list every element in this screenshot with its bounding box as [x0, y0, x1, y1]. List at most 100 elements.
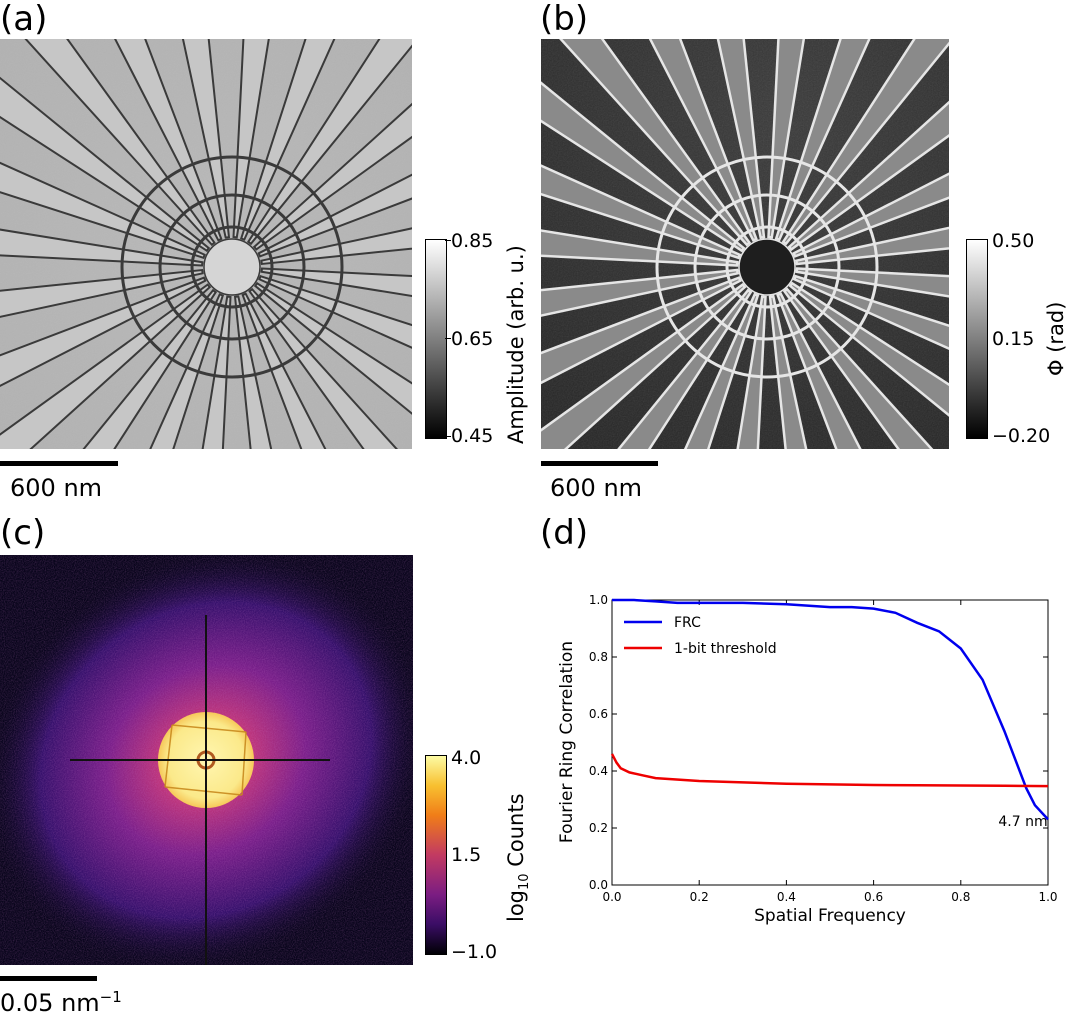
star-spoke [767, 39, 806, 239]
star-spoke [541, 164, 742, 260]
y-tick-label: 1.0 [589, 593, 608, 607]
star-spoke [541, 282, 747, 449]
star-spoke [541, 229, 739, 267]
star-ring [158, 193, 306, 341]
star-spoke [782, 287, 934, 449]
star-spoke [232, 39, 270, 239]
annotation-4-7nm: 4.7 nm [998, 814, 1047, 830]
scalebar-c-label: 0.05 nm−1 [0, 988, 122, 1017]
star-spoke [0, 76, 211, 253]
colorbar-a-tickmark [445, 436, 451, 437]
star-spoke [0, 161, 206, 260]
plot-frame [611, 599, 1049, 886]
x-tick-label: 0.2 [690, 890, 709, 904]
star-spoke [201, 295, 232, 449]
x-tick-label: 0.6 [864, 890, 883, 904]
star-spoke [239, 39, 336, 241]
star-spoke [24, 39, 216, 247]
scalebar-c [0, 976, 97, 981]
star-spoke [787, 100, 949, 252]
scalebar-a [0, 461, 118, 466]
y-tick-label: 0.0 [589, 878, 608, 892]
colorbar-b-title: Φ (rad) [1044, 301, 1068, 376]
series-line-frc [612, 598, 1049, 821]
star-center [738, 238, 796, 296]
x-tick-label: 0.8 [951, 890, 970, 904]
star-ring [725, 225, 809, 309]
x-axis-label: Spatial Frequency [754, 906, 906, 926]
colorbar-a-tick-bottom: 0.45 [451, 425, 494, 447]
colorbar-c [425, 755, 447, 955]
star-spoke [768, 294, 808, 449]
star-spoke [559, 39, 752, 247]
legend: FRC 1-bit threshold [624, 615, 777, 657]
scalebar-a-label: 600 nm [10, 474, 103, 502]
star-spoke [252, 102, 412, 251]
star-spoke [617, 288, 753, 449]
colorbar-a-tick-top: 0.85 [451, 230, 494, 252]
star-ring [693, 193, 841, 341]
x-tick-label: 0.0 [602, 890, 621, 904]
y-tick-label: 0.8 [589, 650, 608, 664]
star-spoke [246, 39, 412, 246]
star-spoke [716, 39, 766, 240]
legend-label: FRC [674, 615, 701, 631]
colorbar-b-tick-bottom: −0.20 [992, 425, 1051, 447]
panel-label-b: (b) [540, 0, 589, 39]
colorbar-c-tick-bottom: −1.0 [451, 941, 498, 963]
star-spoke [0, 268, 204, 318]
panel-label-d: (d) [540, 513, 589, 553]
colorbar-c-title: log10 Counts [504, 793, 533, 922]
star-spoke [541, 81, 746, 253]
colorbar-c-tick-mid: 1.5 [451, 844, 482, 866]
star-spoke [260, 227, 412, 266]
star-spoke [781, 39, 949, 246]
star-center [203, 238, 261, 296]
frc-chart: 0.0 0.2 0.4 0.6 0.8 1.0 0.0 0.2 0.4 0.6 0.8 1.0 FR… [557, 593, 1058, 926]
x-tick-label: 1.0 [1038, 890, 1057, 904]
star-spoke [774, 39, 871, 242]
diffraction-pattern-image [0, 555, 413, 965]
star-spoke [541, 268, 740, 317]
siemens-star-b [541, 39, 949, 449]
star-spoke [82, 288, 218, 449]
star-ring [120, 155, 344, 379]
colorbar-a-tickmark [445, 240, 451, 241]
y-tick-label: 0.6 [589, 707, 608, 721]
panel-label-a: (a) [0, 0, 48, 39]
star-spoke [114, 39, 223, 242]
x-tick-label: 0.4 [777, 890, 796, 904]
y-tick-label: 0.2 [589, 821, 608, 835]
star-spoke [248, 287, 399, 449]
colorbar-c-tick-top: 4.0 [451, 747, 482, 769]
phase-image [541, 39, 949, 449]
panel-label-c: (c) [0, 513, 46, 553]
star-ring [655, 155, 879, 379]
series-line-threshold [610, 753, 1049, 788]
star-spoke [233, 295, 273, 449]
amplitude-image [0, 39, 412, 449]
legend-label: 1-bit threshold [674, 641, 777, 657]
colorbar-a-title: Amplitude (arb. u.) [504, 245, 528, 444]
star-spoke [794, 226, 949, 266]
y-tick-label: 0.4 [589, 764, 608, 778]
star-spoke [795, 267, 949, 298]
colorbar-a-tickmark [445, 338, 451, 339]
star-spoke [648, 39, 758, 242]
siemens-star-a [0, 39, 412, 449]
y-axis-label: Fourier Ring Correlation [557, 641, 577, 843]
scalebar-b [541, 461, 658, 466]
star-spoke [0, 276, 207, 388]
colorbar-a-tick-mid: 0.65 [451, 328, 494, 350]
star-spoke [736, 295, 767, 449]
star-spoke [260, 267, 412, 298]
star-spoke [0, 228, 204, 267]
colorbar-b-tick-mid: 0.15 [992, 328, 1035, 350]
star-spoke [788, 281, 949, 417]
star-spoke [253, 281, 412, 415]
colorbar-b [966, 239, 988, 439]
star-spoke [181, 39, 231, 239]
scalebar-b-label: 600 nm [550, 474, 643, 502]
y-axis: 0.0 0.2 0.4 0.6 0.8 1.0 [589, 593, 1048, 892]
colorbar-b-tick-top: 0.50 [992, 230, 1035, 252]
